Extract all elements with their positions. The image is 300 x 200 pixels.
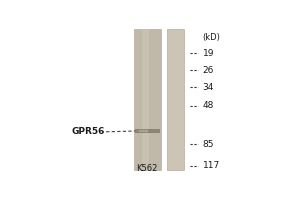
Bar	[167, 29, 184, 170]
Text: 117: 117	[202, 161, 220, 170]
Text: GPR56: GPR56	[72, 127, 105, 136]
Text: 26: 26	[202, 66, 214, 75]
Text: 48: 48	[202, 101, 214, 110]
Bar	[142, 29, 149, 170]
Text: (kD): (kD)	[202, 33, 220, 42]
Text: 34: 34	[202, 83, 214, 92]
Text: 19: 19	[202, 49, 214, 58]
Bar	[134, 29, 161, 170]
Text: 85: 85	[202, 140, 214, 149]
Bar	[139, 130, 148, 132]
Bar	[135, 129, 160, 133]
Text: K562: K562	[136, 164, 158, 173]
